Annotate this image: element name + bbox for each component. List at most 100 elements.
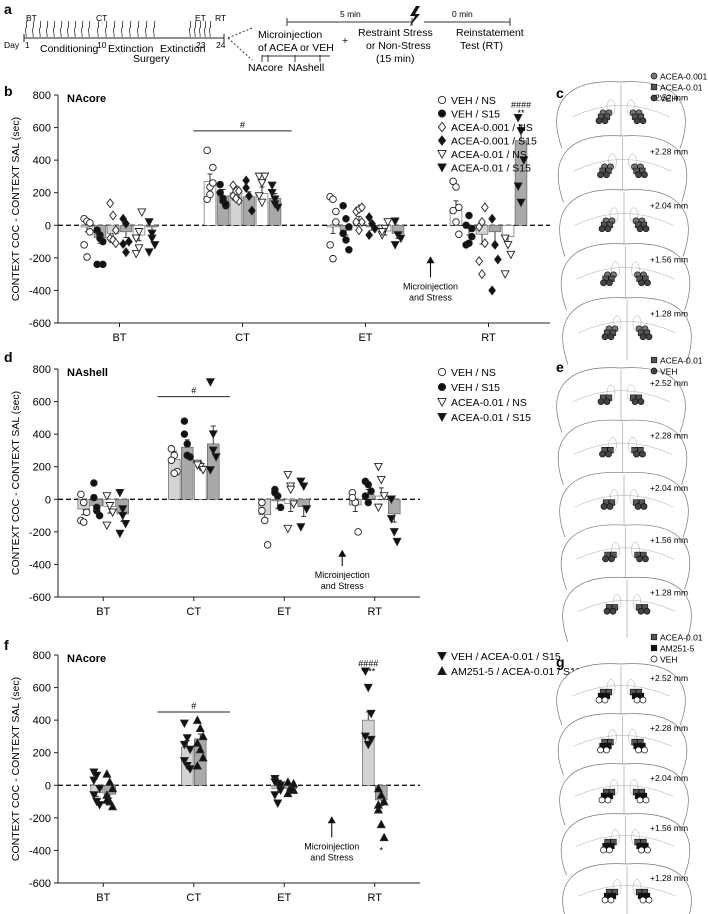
- brain-ventricle-left-2: [609, 489, 619, 506]
- point-3-CT-0: [205, 378, 215, 387]
- point-3-RT-0: [488, 213, 497, 224]
- reinstatement-line-2: Test (RT): [460, 40, 503, 52]
- y-tick-label-4: 200: [33, 462, 51, 474]
- point-1-ET-5: [289, 778, 299, 788]
- day-tick-24: 24: [216, 40, 226, 50]
- point-1-CT-0: [192, 715, 202, 724]
- legend-marker-0: [437, 95, 447, 105]
- session-mark-4: [52, 20, 56, 38]
- session-mark-1: [31, 20, 35, 38]
- region-label: NAshell: [67, 367, 108, 379]
- brain-level-label-0: +2.52 mm: [650, 378, 688, 388]
- site-1-2-R1: [641, 171, 648, 179]
- x-tick-label-CT: CT: [235, 332, 250, 344]
- brain-level-label-1: +2.28 mm: [650, 430, 688, 440]
- reinstatement-line-1: Reinstatement: [456, 27, 524, 39]
- point-3-CT-3: [205, 466, 215, 475]
- x-tick-label-CT: CT: [186, 606, 201, 618]
- session-mark-7: [73, 20, 77, 38]
- session-mark-19: [193, 20, 197, 38]
- point-4-ET-3: [377, 228, 387, 237]
- brain-level-label-4: +1.28 mm: [650, 873, 688, 883]
- point-2-RT-0: [373, 462, 383, 472]
- brain-legend-label-1: ACEA-0.01: [660, 83, 703, 93]
- site-2-2-R0: [636, 225, 644, 233]
- site-4-2-R1: [645, 896, 653, 904]
- site-1-2-R1: [641, 746, 648, 754]
- point-0-BT-4: [79, 518, 88, 526]
- point-3-BT-1: [122, 218, 130, 229]
- y-tick-label-1: -400: [29, 559, 51, 571]
- legend-label-2: ACEA-0.01 / NS: [451, 397, 527, 409]
- chart-d: d NAshell -600 -400 -200 0 200 400 600 800 CONTEX…: [4, 349, 531, 618]
- point-1-CT-6: [192, 760, 202, 770]
- point-5-RT-4: [516, 198, 526, 208]
- site-3-2-R0: [638, 279, 645, 287]
- interval-5min: 5 min: [340, 9, 361, 19]
- site-2-1-R1: [640, 503, 648, 510]
- brain-level-label-3: +1.56 mm: [650, 255, 688, 265]
- point-0-BT-1: [79, 498, 88, 507]
- point-5-RT-2: [519, 156, 529, 165]
- phase-label-rt: RT: [215, 13, 226, 23]
- brain-legend-label-0: ACEA-0.001: [660, 72, 708, 82]
- site-0-1-R0: [631, 398, 639, 406]
- point-1-ET-0: [283, 777, 293, 786]
- panel-f-letter: f: [4, 637, 9, 653]
- site-0-2-L0: [595, 696, 603, 704]
- point-1-RT-2: [379, 796, 389, 806]
- point-1-RT-2: [367, 487, 375, 495]
- brain-level-label-2: +2.04 mm: [650, 773, 688, 783]
- y-tick-label-1: -400: [29, 285, 51, 297]
- point-1-ET-2: [345, 223, 353, 231]
- site-1-2-L1: [603, 746, 610, 754]
- bar-5-BT: [145, 224, 159, 228]
- session-mark-10: [96, 20, 100, 38]
- point-2-BT-3: [102, 521, 112, 531]
- point-1-BT-3: [93, 260, 101, 269]
- arrow-text-line-1: Microinjection: [403, 281, 458, 291]
- point-1-CT-5: [222, 200, 230, 208]
- site-0-2-R0: [633, 696, 641, 704]
- brain-ventricle-right-3: [631, 541, 640, 559]
- point-3-ET-3: [296, 523, 306, 532]
- point-2-CT-3: [192, 461, 202, 470]
- legend-label-0: VEH / NS: [451, 95, 496, 107]
- y-tick-label-5: 400: [33, 715, 51, 727]
- site-3-2-R1: [644, 846, 651, 854]
- point-0-ET-0: [258, 506, 266, 515]
- point-0-BT-1: [92, 771, 102, 781]
- point-0-BT-0: [77, 490, 85, 499]
- site-2-1-L0: [600, 503, 608, 510]
- point-0-RT-1: [363, 683, 373, 693]
- day-label: Day: [4, 40, 20, 50]
- brain-legend-label-1: AM251-5: [660, 644, 695, 654]
- point-1-BT-5: [99, 237, 107, 246]
- brain-legend-marker-1: [650, 367, 658, 375]
- site-2-1-L1: [606, 503, 614, 510]
- site-4-2-L0: [601, 896, 609, 904]
- brain-legend-label-2: VEH: [660, 94, 677, 104]
- site-3-2-R0: [638, 846, 645, 854]
- brain-ventricle-left-2: [609, 779, 619, 796]
- session-mark-17: [152, 20, 156, 38]
- point-1-ET-4: [342, 236, 350, 244]
- session-mark-12: [112, 20, 116, 38]
- site-2-2-L0: [598, 225, 606, 233]
- arrow-text-line-2: and Stress: [321, 581, 365, 591]
- site-0-2-L1: [601, 117, 609, 125]
- brain-level-label-2: +2.04 mm: [650, 201, 688, 211]
- arrow-text-line-2: and Stress: [310, 852, 354, 862]
- point-0-BT-3: [80, 241, 88, 249]
- point-0-CT-5: [185, 765, 195, 774]
- point-2-RT-3: [373, 503, 383, 513]
- point-5-ET-2: [396, 234, 406, 244]
- brain-ventricle-right-2: [629, 779, 639, 796]
- point-0-RT-5: [366, 735, 376, 745]
- point-1-RT-4: [465, 239, 473, 247]
- brain-level-label-1: +2.28 mm: [650, 147, 688, 157]
- brain-ventricle-right-0: [626, 679, 636, 696]
- site-4-2-R0: [639, 896, 647, 904]
- point-3-ET-0: [296, 477, 306, 487]
- point-3-BT-3: [115, 529, 125, 539]
